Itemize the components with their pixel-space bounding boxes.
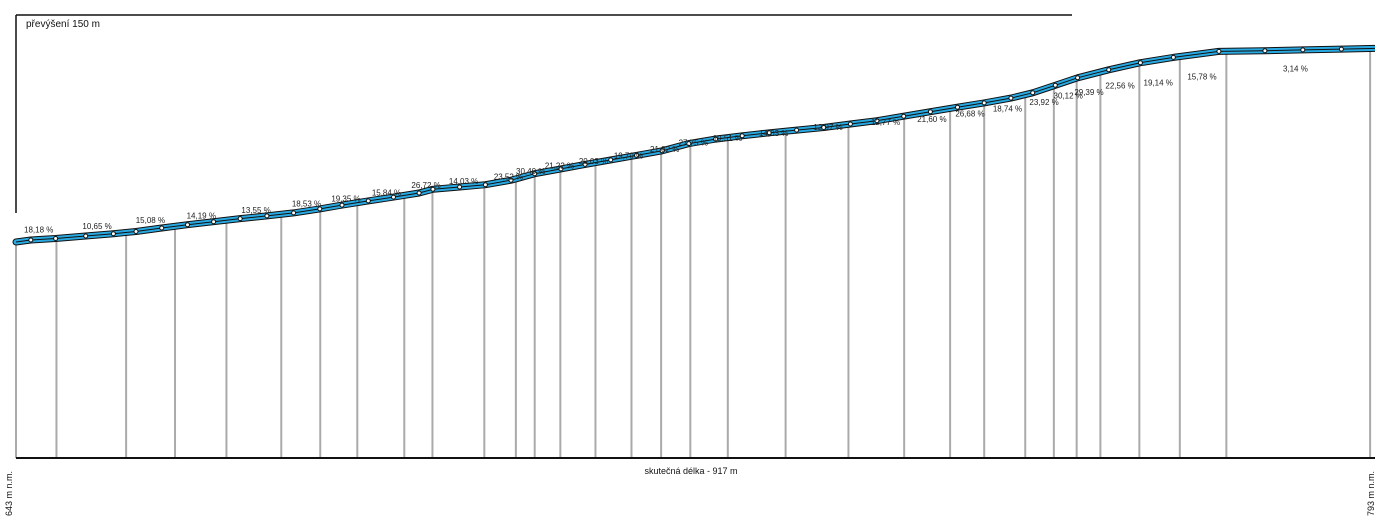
profile-point	[1076, 76, 1080, 80]
profile-point	[186, 223, 190, 227]
chart-title: převýšení 150 m	[26, 19, 100, 30]
profile-point	[1009, 96, 1013, 100]
profile-point	[1107, 68, 1111, 72]
profile-point	[292, 211, 296, 215]
grade-label: 22,56 %	[1105, 82, 1134, 91]
grade-label: 30,40 %	[516, 167, 545, 176]
grade-label: 15,08 %	[136, 216, 165, 225]
profile-point	[902, 114, 906, 118]
profile-point	[928, 110, 932, 114]
profile-point	[609, 158, 613, 162]
grade-label: 12,97 %	[813, 123, 842, 132]
profile-point	[1217, 49, 1221, 53]
profile-point	[238, 217, 242, 221]
grade-label: 19,79 %	[614, 151, 643, 160]
grade-label: 29,39 %	[1074, 88, 1103, 97]
grade-label: 20,03 %	[579, 157, 608, 166]
grade-label: 18,53 %	[292, 200, 321, 209]
profile-point	[1031, 91, 1035, 95]
grade-label: 21,60 %	[917, 115, 946, 124]
start-elevation-label: 643 m n.m.	[4, 471, 14, 516]
profile-point	[417, 191, 421, 195]
profile-point	[848, 122, 852, 126]
profile-point	[160, 226, 164, 230]
profile-point	[1339, 47, 1343, 51]
grade-label: 27,75 %	[679, 139, 708, 148]
grade-labels: 18,18 % 10,65 % 15,08 % 14,19 % 13,55 % 18,53…	[24, 65, 1308, 235]
profile-point	[795, 128, 799, 132]
profile-point	[340, 203, 344, 207]
end-elevation-label: 793 m n.m.	[1366, 471, 1375, 516]
grade-label: 15,78 %	[1187, 72, 1216, 81]
grade-label: 12,77 %	[871, 118, 900, 127]
profile-point	[1263, 49, 1267, 53]
grade-label: 15,84 %	[372, 188, 401, 197]
grade-label: 14,03 %	[759, 129, 788, 138]
profile-point	[1138, 61, 1142, 65]
profile-point	[134, 230, 138, 234]
profile-point	[111, 232, 115, 236]
profile-point	[54, 237, 58, 241]
grade-label: 3,14 %	[1283, 65, 1308, 74]
profile-point	[84, 234, 88, 238]
grade-label: 19,51 %	[713, 134, 742, 143]
profile-point	[1053, 83, 1057, 87]
grade-label: 19,14 %	[1144, 78, 1173, 87]
grade-label: 26,72 %	[411, 181, 440, 190]
grade-label: 19,35 %	[331, 194, 360, 203]
profile-point	[1171, 55, 1175, 59]
profile-point	[366, 199, 370, 203]
grade-label: 26,68 %	[955, 110, 984, 119]
grade-label: 14,19 %	[187, 211, 216, 220]
x-axis-title: skutečná délka - 917 m	[644, 466, 737, 476]
grade-label: 18,18 %	[24, 226, 53, 235]
grade-label: 14,03 %	[449, 177, 478, 186]
profile-point	[1301, 48, 1305, 52]
grade-label: 18,74 %	[993, 104, 1022, 113]
profile-point	[29, 238, 33, 242]
grade-label: 21,82 %	[650, 145, 679, 154]
grade-label: 21,22 %	[545, 162, 574, 171]
profile-point	[483, 183, 487, 187]
grade-label: 13,55 %	[241, 206, 270, 215]
profile-point	[982, 101, 986, 105]
station-lines	[16, 52, 1370, 458]
grade-label: 10,65 %	[82, 222, 111, 231]
